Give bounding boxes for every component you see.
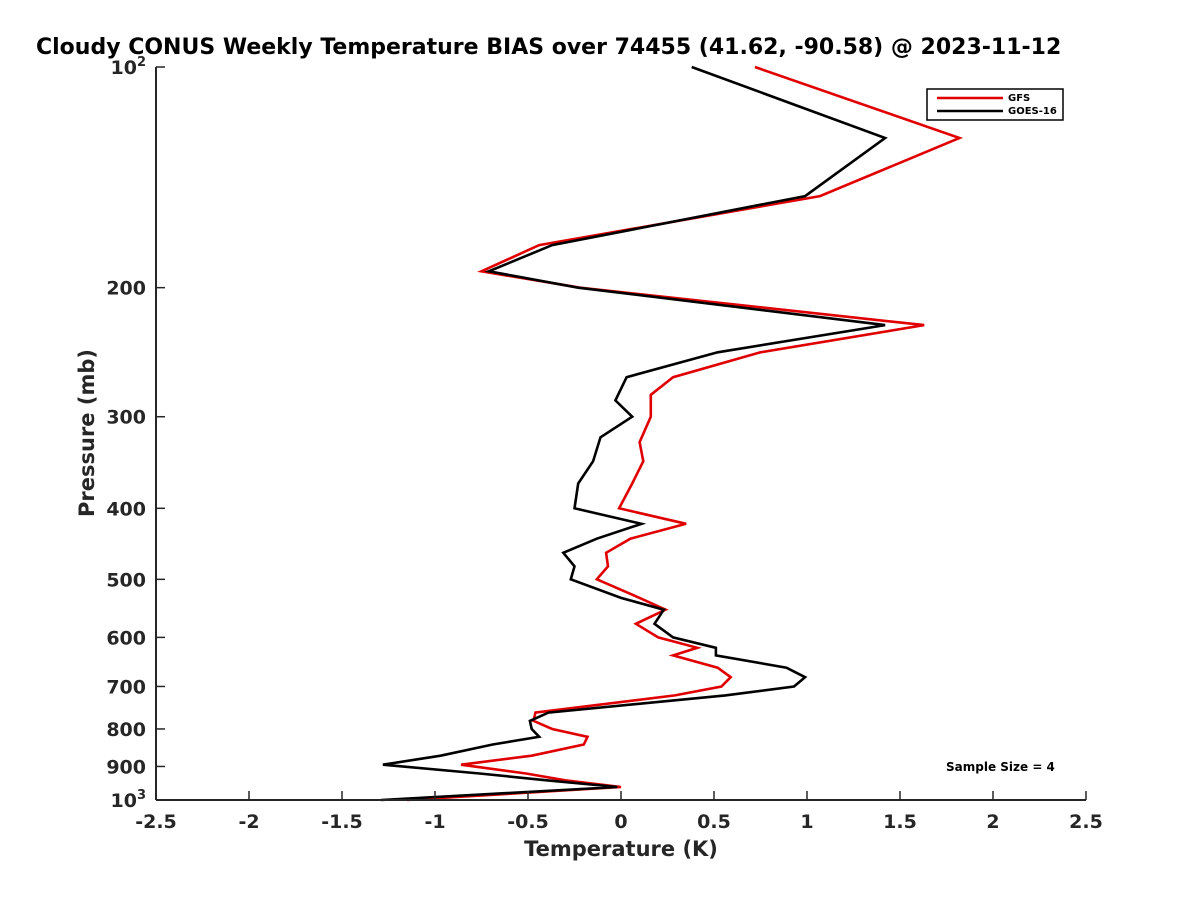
axes bbox=[155, 67, 1086, 801]
legend-label-gfs: GFS bbox=[1008, 93, 1030, 104]
x-tick-label: 1 bbox=[800, 811, 813, 833]
y-axis-label: Pressure (mb) bbox=[75, 349, 99, 517]
series-line-goes-16 bbox=[381, 65, 888, 802]
y-tick-label: 500 bbox=[106, 569, 146, 591]
y-tick-label: 700 bbox=[106, 676, 146, 698]
y-tick-label: 900 bbox=[106, 756, 146, 778]
y-tick-label: 300 bbox=[106, 407, 146, 429]
x-tick-label: 2.5 bbox=[1069, 811, 1103, 833]
x-tick-label: -0.5 bbox=[507, 811, 549, 833]
series-line-gfs bbox=[407, 65, 964, 802]
x-tick-label: -2.5 bbox=[135, 811, 177, 833]
x-tick-label: 0.5 bbox=[697, 811, 731, 833]
legend-label-goes16: GOES-16 bbox=[1008, 106, 1057, 117]
series-lines bbox=[381, 65, 964, 802]
x-tick-label: 2 bbox=[986, 811, 999, 833]
x-axis-label: Temperature (K) bbox=[524, 837, 718, 861]
x-tick-label: -2 bbox=[238, 811, 259, 833]
y-tick-label: 600 bbox=[106, 627, 146, 649]
legend: GFS GOES-16 bbox=[926, 88, 1064, 121]
chart-title: Cloudy CONUS Weekly Temperature BIAS ove… bbox=[36, 35, 1061, 60]
y-tick-label: 103 bbox=[111, 788, 147, 812]
sample-size-annotation: Sample Size = 4 bbox=[946, 760, 1055, 774]
x-tick-label: 0 bbox=[614, 811, 627, 833]
y-ticks: 102 200 300 400 500 600 700 800 900 103 bbox=[106, 55, 165, 812]
x-tick-label: -1.5 bbox=[321, 811, 363, 833]
y-tick-label: 102 bbox=[111, 55, 147, 79]
x-ticks: -2.5 -2 -1.5 -1 -0.5 0 0.5 1 1.5 2 2.5 bbox=[135, 791, 1103, 833]
y-tick-label: 200 bbox=[106, 278, 146, 300]
legend-box bbox=[926, 88, 1064, 121]
x-tick-label: 1.5 bbox=[883, 811, 917, 833]
x-tick-label: -1 bbox=[424, 811, 445, 833]
y-tick-label: 400 bbox=[106, 498, 146, 520]
y-tick-label: 800 bbox=[106, 719, 146, 741]
